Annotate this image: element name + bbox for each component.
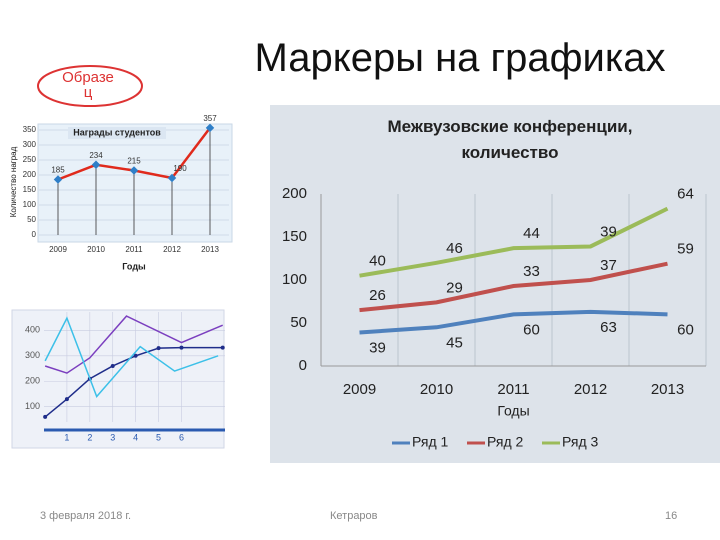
y-axis-title: Количество наград [9, 146, 18, 217]
footer-author: Кетраров [330, 510, 378, 522]
thumbnail-background [37, 123, 233, 243]
x-tick-label: 2 [87, 432, 92, 442]
data-label: 40 [369, 253, 386, 270]
marker [64, 397, 69, 402]
y-tick-label: 400 [25, 325, 40, 335]
stamp-oval [37, 65, 143, 107]
series-line [44, 346, 223, 418]
thumbnail-background [11, 309, 225, 449]
data-label: 190 [173, 164, 187, 173]
y-tick-label: 200 [25, 376, 40, 386]
y-tick-label: 200 [282, 185, 307, 202]
data-label: 46 [446, 240, 463, 257]
series-line [44, 315, 223, 374]
data-label: 29 [446, 279, 463, 296]
data-label: 44 [523, 225, 540, 242]
legend-label: Ряд 1 [412, 434, 449, 450]
marker [110, 363, 115, 368]
data-label: 60 [523, 321, 540, 338]
marker [179, 345, 184, 350]
footer-date: 3 февраля 2018 г. [40, 510, 132, 522]
chart-background [270, 105, 720, 463]
legend-label: Ряд 2 [487, 434, 524, 450]
marker [205, 123, 215, 133]
marker [220, 345, 225, 350]
marker [91, 160, 101, 170]
x-tick-label: 3 [110, 432, 115, 442]
x-tick-label: 4 [133, 432, 138, 442]
data-label: 357 [203, 114, 217, 123]
marker [133, 353, 138, 358]
marker [129, 166, 139, 175]
x-tick-label: 2010 [87, 245, 105, 254]
x-axis-title: Годы [122, 261, 146, 271]
y-tick-label: 300 [23, 140, 37, 149]
data-label: 39 [369, 339, 386, 356]
data-label: 185 [51, 166, 65, 175]
series-line [359, 261, 668, 313]
x-tick-label: 2013 [651, 381, 684, 398]
thumbnail-title-box [68, 127, 166, 139]
data-label: 234 [89, 151, 103, 160]
series-line [359, 309, 668, 335]
data-label: 39 [600, 223, 617, 240]
y-tick-label: 200 [23, 170, 37, 179]
data-label: 64 [677, 186, 694, 203]
data-label: 45 [446, 334, 463, 351]
y-tick-label: 100 [23, 200, 37, 209]
y-tick-label: 50 [27, 215, 36, 224]
marker [53, 175, 63, 184]
x-tick-label: 2012 [163, 245, 181, 254]
x-tick-label: 2011 [125, 245, 143, 254]
y-tick-label: 100 [25, 401, 40, 411]
slide-title: Маркеры на графиках [254, 36, 666, 80]
chart-title: Межвузовские конференции, количество [387, 117, 633, 162]
data-label: 215 [127, 157, 141, 166]
marker [43, 414, 48, 419]
data-label: 63 [600, 319, 617, 336]
x-tick-label: 2010 [420, 381, 453, 398]
y-tick-label: 150 [23, 185, 37, 194]
y-tick-label: 50 [290, 314, 307, 331]
y-tick-label: 300 [25, 350, 40, 360]
legend-label: Ряд 3 [562, 434, 599, 450]
x-tick-label: 2012 [574, 381, 607, 398]
y-tick-label: 150 [282, 228, 307, 245]
y-tick-label: 350 [23, 125, 37, 134]
page-number: 16 [665, 510, 678, 522]
x-tick-label: 2009 [343, 381, 376, 398]
series-line [44, 316, 219, 398]
x-tick-label: 2011 [497, 381, 529, 398]
data-label: 26 [369, 287, 386, 304]
stamp: Образец [62, 69, 114, 101]
y-tick-label: 0 [32, 230, 37, 239]
y-tick-label: 100 [282, 271, 307, 288]
marker [167, 173, 177, 183]
x-tick-label: 6 [179, 432, 184, 442]
thumbnail-title: Награды студентов [73, 127, 161, 137]
data-label: 59 [677, 241, 694, 258]
x-axis-title: Годы [497, 403, 529, 419]
x-tick-label: 5 [156, 432, 161, 442]
marker [156, 346, 161, 351]
x-tick-label: 2009 [49, 245, 67, 254]
data-label: 37 [600, 257, 617, 274]
x-tick-label: 2013 [201, 245, 219, 254]
x-tick-label: 1 [64, 432, 69, 442]
data-label: 60 [677, 321, 694, 338]
series-line [359, 206, 669, 278]
y-tick-label: 250 [23, 155, 37, 164]
y-tick-label: 0 [299, 357, 307, 374]
data-label: 33 [523, 263, 540, 280]
